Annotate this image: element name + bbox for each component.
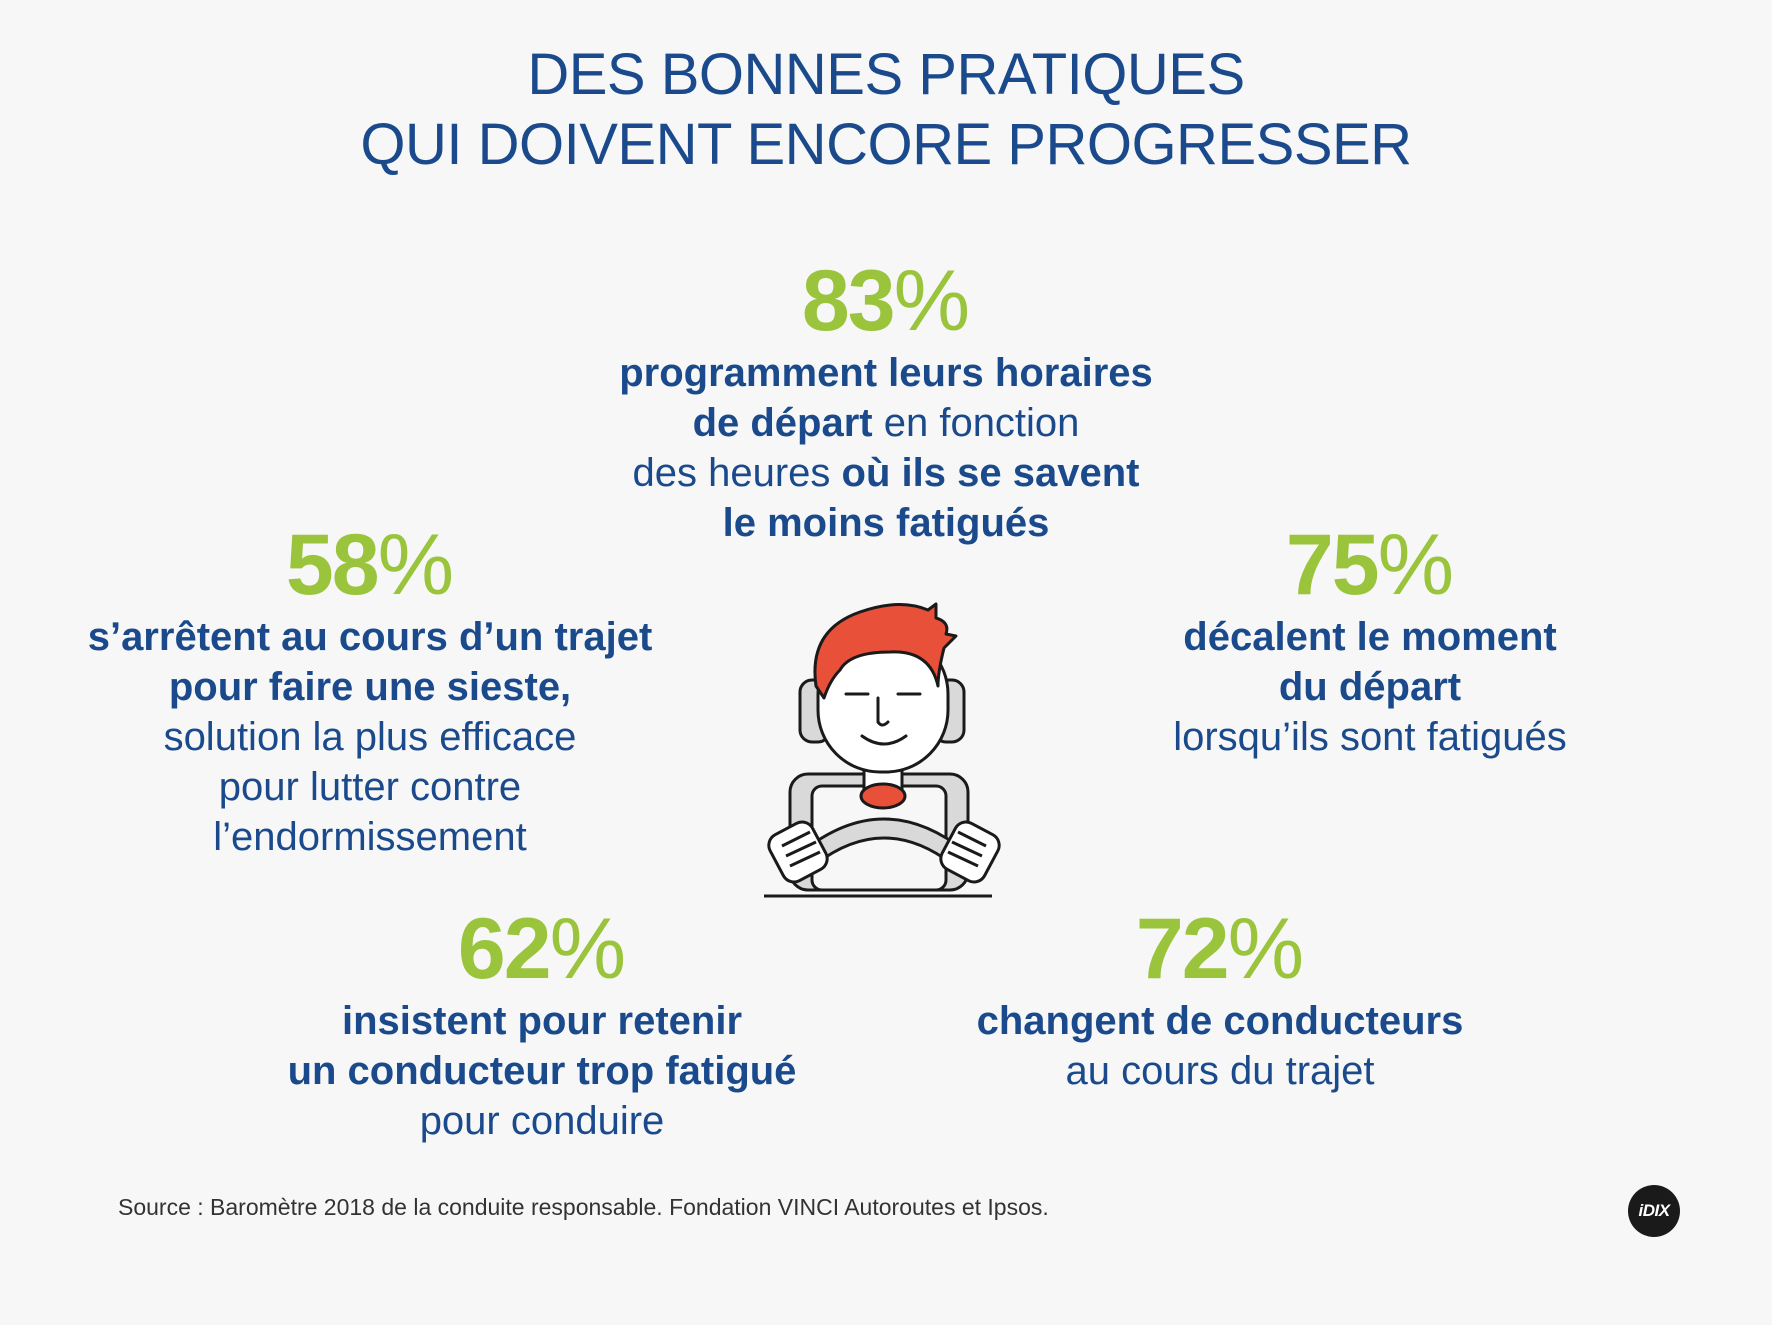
- stat-75-percent: 75% décalent le moment du départ lorsqu’il…: [1120, 522, 1620, 762]
- bold-text: du départ: [1278, 665, 1462, 709]
- percent-value: 58%: [60, 522, 680, 608]
- description-line: pour lutter contre: [60, 762, 680, 812]
- title-line-2: QUI DOIVENT ENCORE PROGRESSER: [360, 112, 1412, 177]
- bold-text: programment leurs horaires: [619, 351, 1153, 395]
- regular-text: l’endormissement: [213, 815, 527, 859]
- percent-number: 83: [801, 253, 896, 349]
- bold-text: le moins fatigués: [722, 501, 1050, 545]
- regular-text: au cours du trajet: [1065, 1049, 1375, 1093]
- percent-value: 83%: [586, 258, 1186, 344]
- driver-illustration: [764, 602, 1001, 898]
- description-line: le moins fatigués: [586, 498, 1186, 548]
- bold-text: où ils se savent: [841, 451, 1140, 495]
- stat-description: s’arrêtent au cours d’un trajet pour fair…: [60, 612, 680, 862]
- percent-value: 62%: [242, 906, 842, 992]
- description-line: changent de conducteurs: [920, 996, 1520, 1046]
- left-hand-icon: [767, 820, 829, 884]
- description-line: des heures où ils se savent: [586, 448, 1186, 498]
- regular-text: lorsqu’ils sont fatigués: [1173, 715, 1567, 759]
- description-line: l’endormissement: [60, 812, 680, 862]
- title-line-1: DES BONNES PRATIQUES: [527, 42, 1245, 107]
- bold-text: s’arrêtent au cours d’un trajet: [87, 615, 653, 659]
- description-line: insistent pour retenir: [242, 996, 842, 1046]
- stat-62-percent: 62% insistent pour retenir un conducteur …: [242, 906, 842, 1146]
- idix-logo: iDIX: [1628, 1185, 1680, 1237]
- stat-72-percent: 72% changent de conducteurs au cours du t…: [920, 906, 1520, 1096]
- bold-text: de départ: [692, 401, 873, 445]
- regular-text: pour lutter contre: [218, 765, 522, 809]
- regular-text: des heures: [632, 451, 842, 495]
- description-line: programment leurs horaires: [586, 348, 1186, 398]
- description-line: de départ en fonction: [586, 398, 1186, 448]
- description-line: s’arrêtent au cours d’un trajet: [60, 612, 680, 662]
- bold-text: insistent pour retenir: [341, 999, 743, 1043]
- regular-text: solution la plus efficace: [163, 715, 577, 759]
- description-line: solution la plus efficace: [60, 712, 680, 762]
- stat-description: décalent le moment du départ lorsqu’ils so…: [1120, 612, 1620, 762]
- collar-icon: [859, 782, 907, 810]
- bold-text: un conducteur trop fatigué: [287, 1049, 797, 1093]
- stat-83-percent: 83% programment leurs horaires de départ …: [586, 258, 1186, 548]
- description-line: décalent le moment: [1120, 612, 1620, 662]
- right-hand-icon: [939, 820, 1001, 884]
- stat-description: insistent pour retenir un conducteur trop…: [242, 996, 842, 1146]
- regular-text: en fonction: [872, 401, 1080, 445]
- percent-number: 75: [1285, 517, 1380, 613]
- regular-text: pour conduire: [419, 1099, 665, 1143]
- description-line: un conducteur trop fatigué: [242, 1046, 842, 1096]
- bold-text: décalent le moment: [1183, 615, 1557, 659]
- percent-number: 72: [1135, 901, 1230, 997]
- page-title: DES BONNES PRATIQUES QUI DOIVENT ENCORE …: [0, 40, 1772, 180]
- stat-description: programment leurs horaires de départ en f…: [586, 348, 1186, 548]
- description-line: pour faire une sieste,: [60, 662, 680, 712]
- bold-text: changent de conducteurs: [976, 999, 1464, 1043]
- description-line: pour conduire: [242, 1096, 842, 1146]
- hair-icon: [813, 602, 958, 700]
- percent-value: 75%: [1120, 522, 1620, 608]
- percent-sign: %: [893, 253, 971, 349]
- stat-58-percent: 58% s’arrêtent au cours d’un trajet pour …: [60, 522, 680, 862]
- stat-description: changent de conducteurs au cours du traje…: [920, 996, 1520, 1096]
- percent-value: 72%: [920, 906, 1520, 992]
- description-line: du départ: [1120, 662, 1620, 712]
- percent-sign: %: [549, 901, 627, 997]
- percent-number: 58: [285, 517, 380, 613]
- percent-sign: %: [1377, 517, 1455, 613]
- bold-text: pour faire une sieste,: [168, 665, 572, 709]
- description-line: lorsqu’ils sont fatigués: [1120, 712, 1620, 762]
- percent-sign: %: [377, 517, 455, 613]
- source-note: Source : Baromètre 2018 de la conduite r…: [118, 1194, 1049, 1220]
- percent-number: 62: [457, 901, 552, 997]
- percent-sign: %: [1227, 901, 1305, 997]
- description-line: au cours du trajet: [920, 1046, 1520, 1096]
